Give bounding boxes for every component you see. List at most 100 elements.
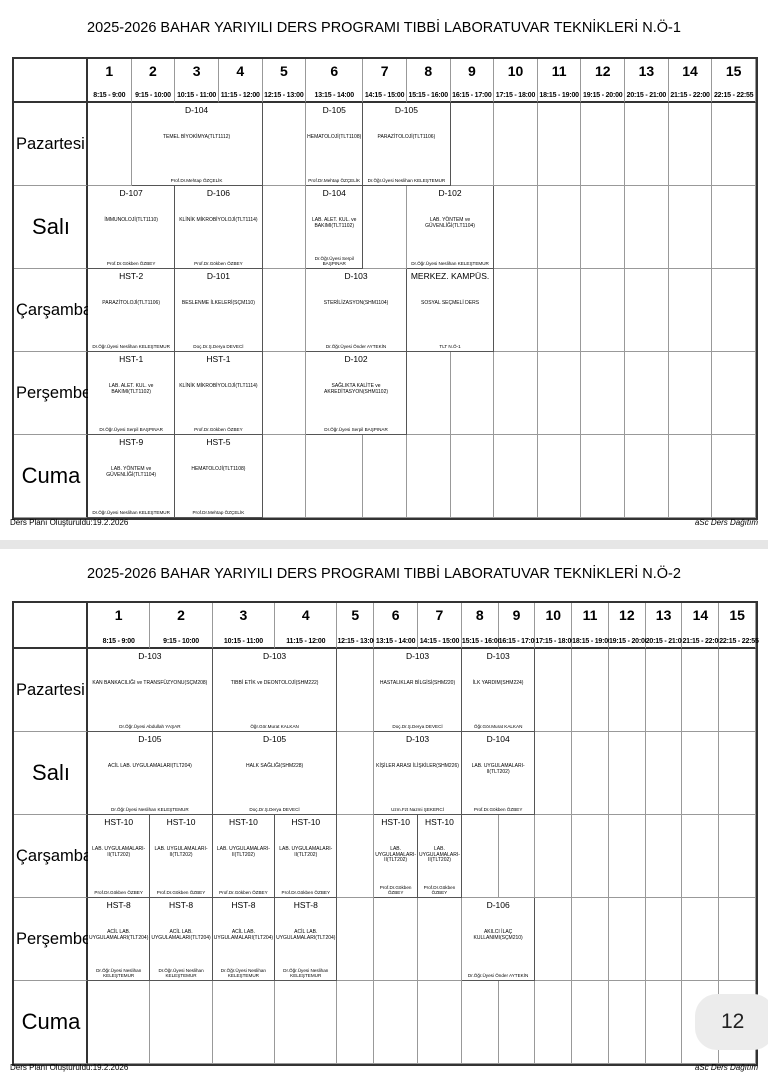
period-number: 12 xyxy=(594,63,611,79)
lesson-course: TEMEL BİYOKİMYA(TLT1112) xyxy=(162,134,231,140)
lesson-teacher: Doç.Dr.Ş.Derya DEVECİ xyxy=(193,344,244,349)
period-time: 12:15 - 13:00 xyxy=(337,638,377,645)
period-header: 10 17:15 - 18:00 xyxy=(535,603,575,649)
lesson-cell[interactable]: HST-1 KLİNİK MİKROBİYOLOJİ(TLT1114) Prof.D… xyxy=(175,352,263,435)
lesson-cell[interactable]: HST-8 ACİL LAB. UYGULAMALARI(TLT204) Dr.Öğ… xyxy=(275,898,338,981)
period-number: 10 xyxy=(545,607,562,623)
lesson-course: KAN BANKACILIĞI ve TRANSFÜZYONU(SÇM208) xyxy=(92,680,208,686)
lesson-course: STERİLİZASYON(SHM1104) xyxy=(323,300,389,306)
empty-slot xyxy=(537,186,582,269)
lesson-course: ACİL LAB. UYGULAMALARI(TLT204) xyxy=(276,929,336,941)
empty-slot xyxy=(572,732,609,815)
lesson-cell[interactable]: HST-8 ACİL LAB. UYGULAMALARI(TLT204) Dr.Öğ… xyxy=(88,898,151,981)
lesson-teacher: Prof.Dr.Mehtap ÖZÇELİK xyxy=(192,510,245,515)
lesson-cell[interactable]: HST-2 PARAZİTOLOJİ(TLT1106) Dr.Öğr.Üyesi N… xyxy=(88,269,176,352)
lesson-cell[interactable]: D-105 PARAZİTOLOJİ(TLT1106) Dr.Öğr.Üyesi N… xyxy=(363,103,451,186)
period-time: 20:15 - 21:00 xyxy=(626,92,667,99)
lesson-cell[interactable]: HST-1 LAB. ALET. KUL. ve BAKIMI(TLT1102) D… xyxy=(88,352,176,435)
lesson-teacher: Öğr.Gör.Murat KALKAN xyxy=(250,724,299,729)
empty-slot xyxy=(275,981,338,1064)
lesson-cell[interactable]: D-103 STERİLİZASYON(SHM1104) Dr.Öğr.Üyesi … xyxy=(306,269,407,352)
lesson-cell[interactable]: D-103 KAN BANKACILIĞI ve TRANSFÜZYONU(SÇM… xyxy=(88,649,213,732)
day-label: Perşembe xyxy=(14,898,91,981)
lesson-teacher: Dr.Öğr.Üyesi Neslihan KELEŞTEMUR xyxy=(158,968,204,978)
lesson-cell[interactable]: HST-8 ACİL LAB. UYGULAMALARI(TLT204) Dr.Öğ… xyxy=(150,898,213,981)
lesson-cell[interactable]: D-105 HALK SAĞLIĞI(SHM228) Doç.Dr.Ş.Derya … xyxy=(212,732,338,815)
lesson-teacher: Prof.Dr.Gökben ÖZBEY xyxy=(156,890,206,895)
period-header: 8 15:15 - 16:00 xyxy=(461,603,502,649)
lesson-cell[interactable]: D-103 İLK YARDIM(SHM224) Öğr.Gör.Murat KAL… xyxy=(461,649,536,732)
lesson-cell[interactable]: D-102 SAĞLIKTA KALİTE ve AKREDİTASYON(SHM… xyxy=(306,352,407,435)
lesson-course: HASTALIKLAR BİLGİSİ(SHM220) xyxy=(379,680,456,686)
lesson-cell[interactable]: D-104 LAB. ALET. KUL. ve BAKIMI(TLT1102) D… xyxy=(306,186,364,269)
period-time: 15:15 - 16:00 xyxy=(461,638,502,645)
period-time: 14:15 - 15:00 xyxy=(419,638,460,645)
lesson-course: HEMATOLOJİ(TLT1108) xyxy=(307,134,362,140)
lesson-course: KLİNİK MİKROBİYOLOJİ(TLT1114) xyxy=(179,383,258,389)
lesson-cell[interactable]: D-106 KLİNİK MİKROBİYOLOJİ(TLT1114) Prof.D… xyxy=(175,186,263,269)
lesson-cell[interactable]: D-103 HASTALIKLAR BİLGİSİ(SHM220) Doç.Dr.Ş… xyxy=(374,649,462,732)
lesson-cell[interactable]: HST-5 HEMATOLOJİ(TLT1108) Prof.Dr.Mehtap Ö… xyxy=(175,435,263,518)
lesson-room: D-102 xyxy=(344,354,368,364)
lesson-cell[interactable]: D-104 TEMEL BİYOKİMYA(TLT1112) Prof.Dr.Meh… xyxy=(131,103,263,186)
period-time: 17:15 - 18:00 xyxy=(535,638,575,645)
period-header: 10 17:15 - 18:00 xyxy=(494,59,538,103)
lesson-cell[interactable]: D-103 KİŞİLER ARASI İLİŞKİLER(SHM226) Uzm.… xyxy=(374,732,462,815)
period-number: 8 xyxy=(424,63,433,79)
empty-slot xyxy=(537,103,582,186)
period-time: 18:15 - 19:00 xyxy=(572,638,612,645)
lesson-cell[interactable]: D-103 TIBBİ ETİK ve DEONTOLOJİ(SHM222) Öğr… xyxy=(212,649,338,732)
lesson-cell[interactable]: D-104 LAB. UYGULAMALARI-II(TLT202) Prof.Dr… xyxy=(461,732,536,815)
lesson-cell[interactable]: HST-10 LAB. UYGULAMALARI-II(TLT202) Prof.D… xyxy=(275,815,338,898)
lesson-cell[interactable]: D-105 HEMATOLOJİ(TLT1108) Prof.Dr.Mehtap Ö… xyxy=(306,103,364,186)
period-header: 8 15:15 - 16:00 xyxy=(406,59,451,103)
lesson-cell[interactable]: HST-9 LAB. YÖNTEM ve GÜVENLİĞİ(TLT1104) Dr… xyxy=(88,435,176,518)
timetable-page-1: 2025-2026 BAHAR YARIYILI DERS PROGRAMI T… xyxy=(10,20,758,527)
lesson-course: LAB. UYGULAMALARI-II(TLT202) xyxy=(279,846,333,858)
empty-slot xyxy=(668,352,713,435)
lesson-course: LAB. UYGULAMALARI-II(TLT202) xyxy=(216,846,270,858)
day-label: Çarşamba xyxy=(14,815,92,898)
period-time: 9:15 - 10:00 xyxy=(135,92,171,99)
lesson-cell[interactable]: MERKEZ. KAMPÜS. SOSYAL SEÇMELİ DERS TLT N.… xyxy=(406,269,495,352)
period-header: 13 20:15 - 21:00 xyxy=(645,603,685,649)
empty-slot xyxy=(461,981,499,1064)
lesson-room: D-104 xyxy=(322,188,346,198)
lesson-teacher: Dr.Öğr.Üyesi Neslihan KELEŞTEMUR xyxy=(92,510,170,515)
period-header: 14 21:15 - 22:00 xyxy=(682,603,722,649)
lesson-cell[interactable]: HST-8 ACİL LAB. UYGULAMALARI(TLT204) Dr.Öğ… xyxy=(212,898,276,981)
empty-slot xyxy=(572,898,609,981)
lesson-room: D-102 xyxy=(438,188,462,198)
period-header: 15 22:15 - 22:55 xyxy=(719,603,759,649)
lesson-cell[interactable]: HST-10 LAB. UYGULAMALARI-II(TLT202) Prof.D… xyxy=(374,815,419,898)
empty-slot xyxy=(645,815,683,898)
lesson-cell[interactable]: D-101 BESLENME İLKELERİ(SÇM110) Doç.Dr.Ş.D… xyxy=(175,269,263,352)
lesson-cell[interactable]: HST-10 LAB. UYGULAMALARI-II(TLT202) Prof.D… xyxy=(418,815,462,898)
lesson-cell[interactable]: D-106 AKILCI İLAÇ KULLANIMI(SÇM210) Dr.Öğr… xyxy=(461,898,536,981)
lesson-cell[interactable]: HST-10 LAB. UYGULAMALARI-II(TLT202) Prof.D… xyxy=(88,815,151,898)
lesson-cell[interactable]: HST-10 LAB. UYGULAMALARI-II(TLT202) Prof.D… xyxy=(212,815,276,898)
empty-slot xyxy=(494,103,538,186)
lesson-cell[interactable]: HST-10 LAB. UYGULAMALARI-II(TLT202) Prof.D… xyxy=(150,815,213,898)
empty-slot xyxy=(212,981,276,1064)
lesson-cell[interactable]: D-107 İMMUNOLOJİ(TLT1110) Prof.Dr.Gökben Ö… xyxy=(88,186,176,269)
period-header: 3 10:15 - 11:00 xyxy=(212,603,276,649)
lesson-teacher: Prof.Dr.Gökben ÖZBEY xyxy=(379,885,412,895)
period-number: 12 xyxy=(619,607,635,623)
lesson-cell[interactable]: D-102 LAB. YÖNTEM ve GÜVENLİĞİ(TLT1104) Dr… xyxy=(406,186,495,269)
day-label: Salı xyxy=(14,186,88,269)
period-time: 14:15 - 15:00 xyxy=(364,92,405,99)
period-header: 1 8:15 - 9:00 xyxy=(88,603,151,649)
period-number: 15 xyxy=(729,607,745,623)
period-time: 12:15 - 13:00 xyxy=(264,92,304,99)
empty-slot xyxy=(337,732,375,815)
lesson-room: D-106 xyxy=(486,900,510,910)
lesson-room: D-104 xyxy=(185,105,209,115)
empty-slot xyxy=(535,898,573,981)
empty-slot xyxy=(535,649,573,732)
empty-slot xyxy=(645,898,683,981)
lesson-teacher: Dr.Öğr.Üyesi Neslihan KELEŞTEMUR xyxy=(411,261,489,266)
lesson-cell[interactable]: D-105 ACİL LAB. UYGULAMALARI(TLT204) Dr.Öğ… xyxy=(88,732,213,815)
lesson-course: LAB. ALET. KUL. ve BAKIMI(TLT1102) xyxy=(311,217,357,229)
lesson-teacher: Prof.Dr.Gökben ÖZBEY xyxy=(194,427,243,432)
